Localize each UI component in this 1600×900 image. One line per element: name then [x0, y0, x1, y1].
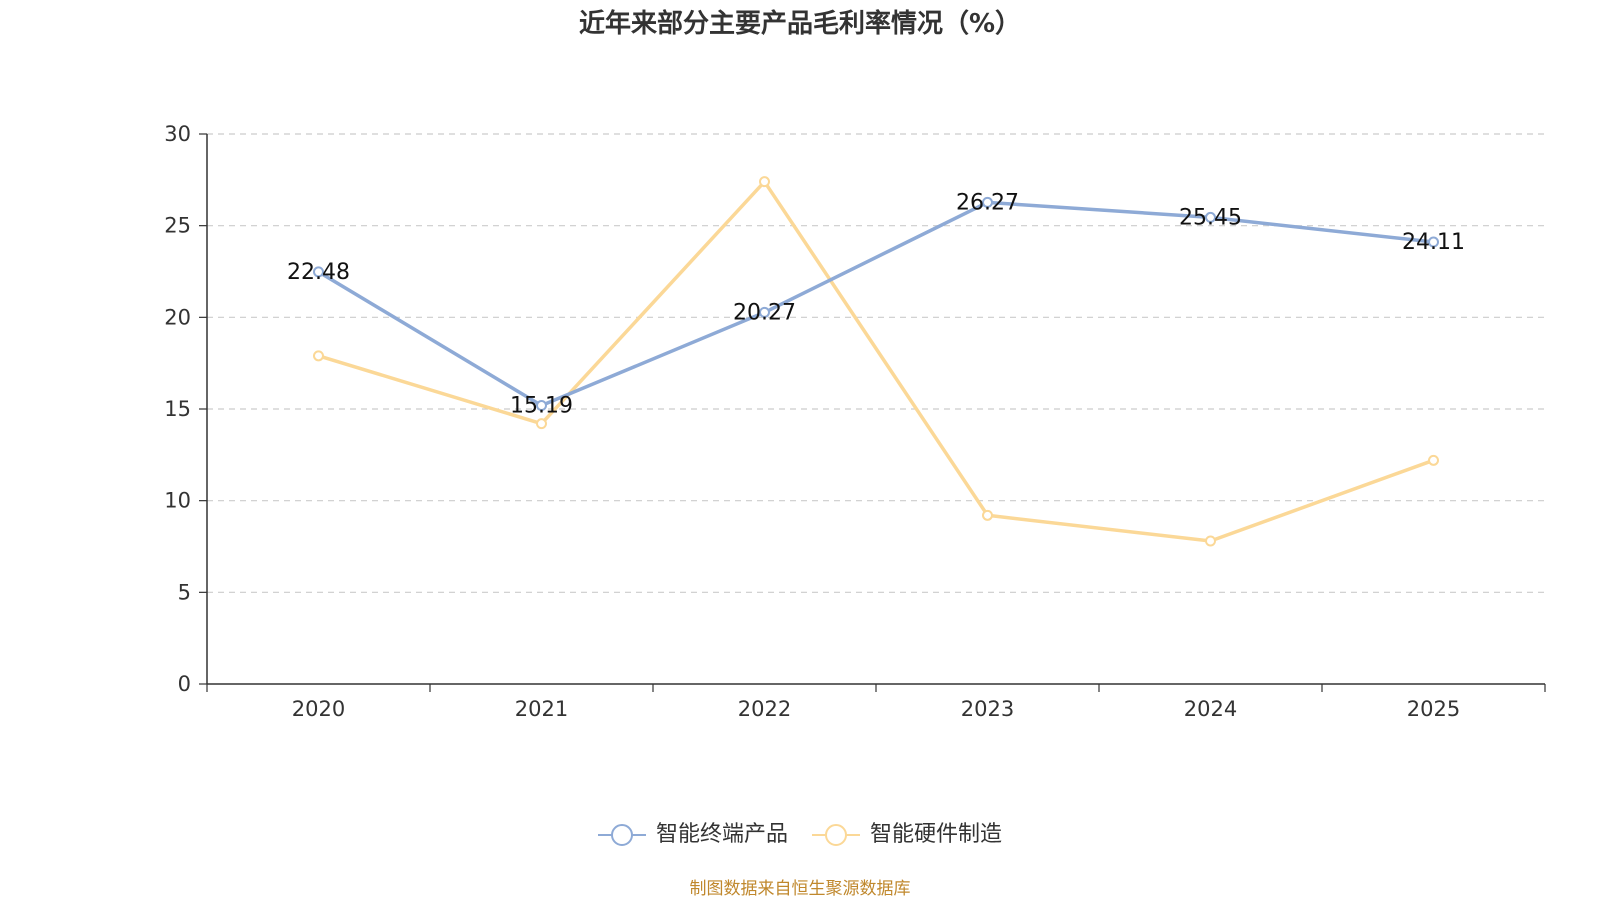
legend-item-terminal[interactable]: 智能终端产品: [597, 818, 788, 852]
data-label: 25.45: [1179, 205, 1242, 230]
data-point[interactable]: [982, 509, 993, 521]
data-point[interactable]: [1428, 236, 1439, 248]
y-tick-label: 10: [164, 489, 191, 513]
x-tick-label: 2025: [1407, 697, 1460, 721]
x-tick-label: 2021: [515, 697, 568, 721]
data-point[interactable]: [982, 196, 993, 208]
grid-lines: [207, 133, 1545, 593]
x-tick-label: 2024: [1184, 697, 1237, 721]
y-tick-label: 5: [178, 580, 191, 604]
data-point[interactable]: [1205, 211, 1216, 223]
data-point[interactable]: [536, 400, 547, 412]
y-tick-label: 25: [164, 214, 191, 238]
series-line: [316, 200, 1436, 408]
series-lines: [313, 176, 1439, 547]
data-point[interactable]: [1205, 535, 1216, 547]
data-label: 20.27: [733, 300, 796, 325]
data-point[interactable]: [313, 350, 324, 362]
data-point[interactable]: [536, 418, 547, 430]
legend-label: 智能终端产品: [655, 822, 788, 847]
y-tick-label: 30: [164, 122, 191, 146]
legend: 智能终端产品 智能硬件制造: [0, 818, 1600, 852]
data-label: 22.48: [287, 260, 350, 285]
chart-title: 近年来部分主要产品毛利率情况（%）: [578, 9, 1022, 39]
legend-line-circle-icon: [597, 824, 646, 846]
legend-line-circle-icon: [812, 824, 860, 846]
y-tick-label: 20: [164, 305, 191, 329]
source-note: 制图数据来自恒生聚源数据库: [689, 879, 911, 899]
data-point[interactable]: [1428, 454, 1439, 466]
data-label: 24.11: [1402, 230, 1465, 255]
legend-item-hardware[interactable]: 智能硬件制造: [812, 818, 1002, 852]
x-tick-label: 2022: [738, 697, 791, 721]
data-point[interactable]: [759, 176, 770, 188]
x-tick-label: 2023: [961, 697, 1014, 721]
x-tick-label: 2020: [292, 697, 345, 721]
series-line: [316, 179, 1436, 543]
data-point[interactable]: [313, 266, 324, 278]
data-label: 26.27: [956, 190, 1019, 215]
y-tick-label: 0: [178, 672, 191, 696]
data-labels: 22.48 15.19 20.27 26.27 25.45 24.11: [287, 190, 1465, 418]
legend-label: 智能硬件制造: [870, 822, 1003, 847]
y-tick-label: 15: [164, 397, 191, 421]
data-label: 15.19: [510, 394, 573, 419]
data-point[interactable]: [759, 306, 770, 318]
